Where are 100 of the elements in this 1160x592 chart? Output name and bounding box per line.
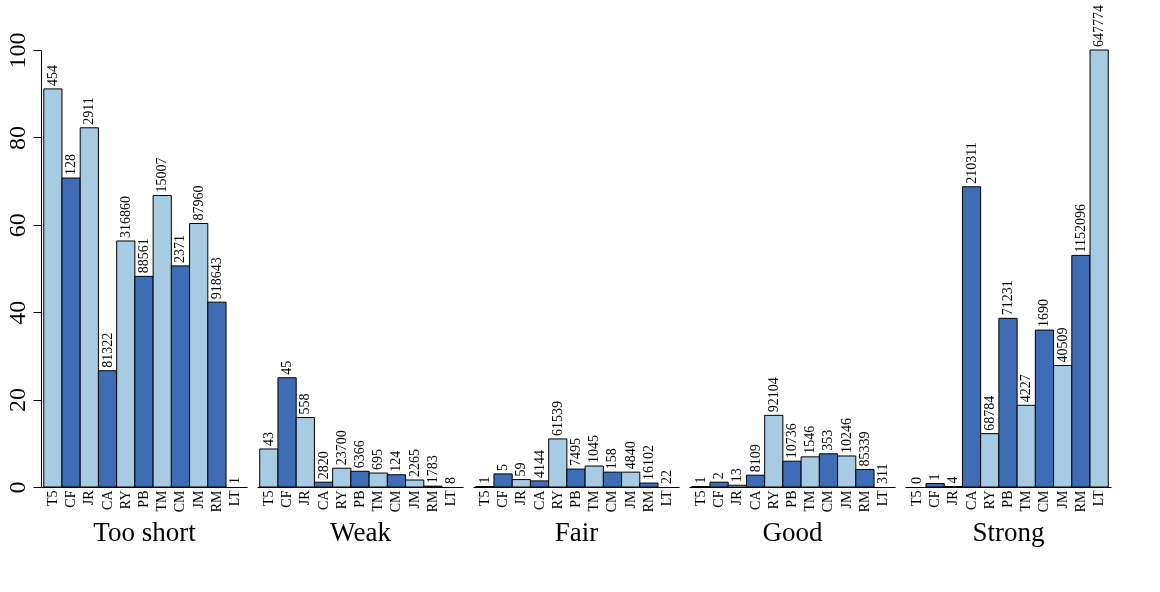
y-tick-label: 20 — [3, 388, 30, 413]
x-tick-label: PB — [1000, 490, 1015, 508]
annotation: 6366 — [352, 440, 367, 469]
x-tick-label: T5 — [476, 490, 492, 507]
x-tick-label: T5 — [260, 490, 276, 507]
annotation: 454 — [44, 64, 60, 86]
x-tick-label: LT — [875, 490, 891, 507]
annotation: 1 — [476, 476, 492, 484]
annotation: 85339 — [856, 431, 872, 467]
annotation: 1783 — [424, 455, 440, 484]
annotation: 4 — [945, 476, 961, 484]
y-tick-label: 0 — [3, 481, 30, 494]
annotation: 22 — [659, 470, 675, 484]
x-tick-label: CA — [747, 489, 763, 510]
annotation: 43 — [260, 431, 276, 446]
x-tick-label: JM — [622, 489, 638, 509]
x-tick-label: JM — [406, 489, 422, 509]
annotation: 13 — [729, 468, 745, 483]
x-tick-label: CF — [279, 490, 295, 508]
y-tick-label: 60 — [3, 213, 30, 238]
annotation: 558 — [297, 393, 313, 415]
x-tick-label: RY — [549, 490, 565, 510]
annotation: 45 — [279, 360, 295, 375]
annotation: 128 — [63, 154, 79, 176]
annotation: 15007 — [154, 157, 170, 193]
x-tick-label: LT — [1091, 490, 1107, 507]
annotation: 71231 — [1000, 280, 1015, 316]
x-tick-label: CF — [927, 490, 943, 508]
annotation: 2371 — [172, 234, 188, 263]
annotation: 1 — [692, 476, 708, 484]
x-tick-label: CM — [820, 489, 836, 513]
annotation: 10736 — [784, 423, 799, 459]
annotation: 2911 — [81, 97, 97, 125]
annotation: 88561 — [136, 238, 151, 274]
x-tick-label: LT — [659, 490, 675, 507]
annotation: 2 — [711, 472, 727, 480]
x-tick-label: RM — [208, 489, 224, 513]
x-tick-label: RY — [333, 490, 349, 510]
annotation: 1 — [227, 477, 243, 484]
annotation: 23700 — [333, 430, 349, 466]
x-tick-label: JR — [945, 489, 961, 506]
x-tick-label: TM — [154, 489, 170, 512]
annotation: 311 — [875, 463, 891, 484]
x-tick-label: CF — [495, 490, 511, 508]
x-tick-label: PB — [568, 490, 583, 508]
y-tick-label: 40 — [3, 300, 30, 325]
y-tick-label: 100 — [3, 32, 30, 69]
x-tick-label: LT — [227, 490, 243, 507]
annotation: 1045 — [586, 435, 602, 464]
x-tick-label: JR — [513, 489, 529, 506]
annotation: 61539 — [549, 400, 565, 436]
annotation: 1152096 — [1072, 203, 1088, 253]
x-tick-label: TM — [802, 489, 818, 512]
x-tick-label: TM — [586, 489, 602, 512]
annotation: 87960 — [190, 185, 206, 221]
x-tick-label: JM — [190, 489, 206, 509]
x-tick-label: RM — [640, 489, 656, 513]
annotation: 8109 — [747, 444, 763, 473]
annotation: 0 — [908, 477, 924, 484]
annotation: 2820 — [315, 451, 331, 480]
x-tick-label: RY — [117, 490, 133, 510]
x-tick-label: CM — [1036, 489, 1052, 513]
x-tick-label: CF — [63, 490, 79, 508]
x-axis-title: Good — [762, 517, 823, 548]
annotation: 59 — [513, 462, 529, 477]
annotation: 5 — [495, 463, 511, 471]
x-tick-label: JR — [81, 489, 97, 506]
annotation: 695 — [370, 449, 386, 471]
x-tick-label: JM — [838, 489, 854, 509]
x-tick-label: RY — [765, 490, 781, 510]
x-tick-label: RM — [1072, 489, 1088, 513]
x-tick-label: CM — [388, 489, 404, 513]
x-tick-label: T5 — [908, 490, 924, 507]
x-tick-label: CM — [604, 489, 620, 513]
annotation: 918643 — [208, 257, 224, 300]
x-tick-label: RY — [981, 490, 997, 510]
annotation: 7495 — [568, 438, 583, 467]
annotation: 2265 — [406, 449, 422, 478]
x-axis-title: Too short — [93, 517, 197, 548]
annotation: 4227 — [1018, 374, 1034, 403]
x-tick-label: RM — [424, 489, 440, 513]
annotation: 1546 — [802, 425, 818, 454]
annotation: 316860 — [117, 195, 133, 238]
annotation: 1690 — [1036, 299, 1052, 328]
x-tick-label: TM — [1018, 489, 1034, 512]
x-tick-label: PB — [352, 490, 367, 508]
annotation: 158 — [604, 448, 620, 470]
x-tick-label: JR — [729, 489, 745, 506]
annotation: 81322 — [99, 332, 115, 368]
x-axis-title: Fair — [554, 517, 599, 548]
x-tick-label: T5 — [692, 490, 708, 507]
annotation: 4840 — [622, 441, 638, 470]
x-axis-title: Weak — [330, 517, 392, 548]
x-tick-label: CF — [711, 490, 727, 508]
x-tick-label: CA — [963, 489, 979, 510]
annotation: 647774 — [1091, 5, 1107, 47]
annotation: 210311 — [963, 142, 979, 184]
x-tick-label: PB — [136, 490, 151, 508]
annotation: 10246 — [838, 417, 854, 453]
annotation: 124 — [388, 450, 404, 472]
